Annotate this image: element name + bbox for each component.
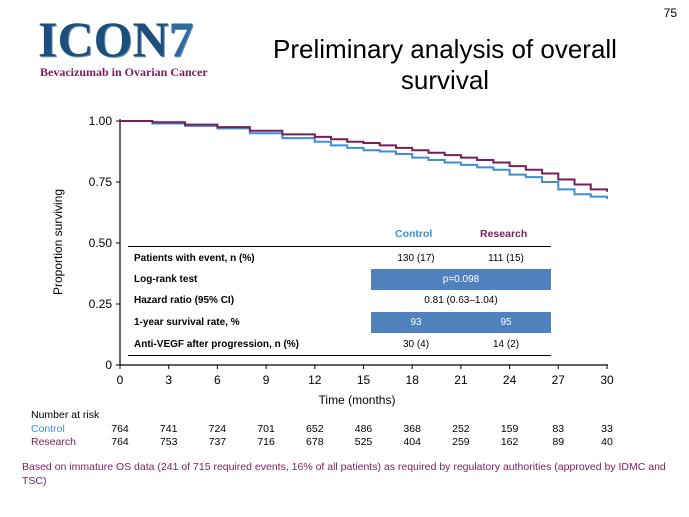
risk-research-value: 525 bbox=[354, 436, 373, 448]
logo-subtitle: Bevacizumab in Ovarian Cancer bbox=[40, 65, 208, 79]
x-tick-label: 6 bbox=[214, 373, 221, 387]
survival-curve-control bbox=[120, 120, 608, 200]
x-tick-label: 15 bbox=[357, 373, 371, 387]
summary-row-survival: 1-year survival rate, % 93 95 bbox=[128, 312, 551, 333]
footnote: Based on immature OS data (241 of 715 re… bbox=[22, 461, 666, 487]
summary-row-label: Hazard ratio (95% CI) bbox=[134, 295, 235, 306]
y-tick-label: 0.50 bbox=[89, 236, 113, 250]
logo-word-seven: 7 bbox=[168, 11, 194, 67]
risk-control-value: 252 bbox=[452, 423, 470, 435]
risk-control-value: 724 bbox=[208, 423, 227, 435]
page-number: 75 bbox=[663, 6, 677, 20]
x-tick-label: 27 bbox=[552, 373, 566, 387]
risk-control-value: 764 bbox=[111, 423, 129, 435]
risk-control-value: 741 bbox=[159, 423, 178, 435]
summary-row-events: Patients with event, n (%) 130 (17) 111 … bbox=[128, 248, 551, 269]
summary-band bbox=[371, 269, 551, 290]
icon7-logo: ICON7 Bevacizumab in Ovarian Cancer bbox=[38, 14, 218, 80]
y-tick-labels: 0 0.25 0.50 0.75 1.00 bbox=[89, 114, 113, 372]
summary-cell-research: 111 (15) bbox=[488, 253, 524, 264]
x-axis-label: Time (months) bbox=[319, 393, 396, 407]
risk-research-value: 259 bbox=[452, 436, 470, 448]
x-tick-label: 30 bbox=[600, 373, 614, 387]
slide-title: Preliminary analysis of overall survival bbox=[240, 34, 650, 96]
risk-row-label: Control bbox=[31, 423, 65, 435]
x-tick-label: 21 bbox=[454, 373, 468, 387]
risk-research-value: 764 bbox=[111, 436, 129, 448]
y-tick-label: 0 bbox=[105, 358, 112, 372]
chart-axes bbox=[116, 119, 608, 369]
risk-control-value: 486 bbox=[354, 423, 373, 435]
risk-research-value: 678 bbox=[306, 436, 324, 448]
y-axis-label: Proportion surviving bbox=[51, 189, 65, 295]
summary-row-hazard: Hazard ratio (95% CI) 0.81 (0.63–1.04) bbox=[128, 290, 551, 311]
summary-row-antivegf: Anti-VEGF after progression, n (%) 30 (4… bbox=[128, 334, 551, 355]
risk-research-value: 753 bbox=[159, 436, 178, 448]
y-tick-label: 1.00 bbox=[89, 114, 113, 128]
risk-control-value: 33 bbox=[601, 423, 613, 435]
risk-control-value: 368 bbox=[403, 423, 421, 435]
y-tick-label: 0.25 bbox=[89, 297, 113, 311]
summary-cell-research: 14 (2) bbox=[492, 339, 520, 350]
slide-title-line1: Preliminary analysis of overall bbox=[273, 34, 617, 64]
risk-control-value: 701 bbox=[257, 423, 275, 435]
summary-top-rule bbox=[128, 246, 551, 247]
summary-cell-control: 93 bbox=[410, 317, 422, 328]
summary-row-logrank: Log-rank test p=0.098 bbox=[128, 269, 551, 290]
summary-band bbox=[371, 312, 551, 333]
x-tick-label: 0 bbox=[117, 373, 124, 387]
risk-control-value: 652 bbox=[306, 423, 324, 435]
y-tick-label: 0.75 bbox=[89, 175, 113, 189]
risk-control-value: 83 bbox=[552, 423, 565, 435]
survival-curves bbox=[120, 120, 608, 200]
summary-col-research: Research bbox=[480, 228, 528, 240]
risk-research-value: 89 bbox=[552, 436, 565, 448]
x-tick-labels: 0 3 6 9 12 15 18 21 24 27 30 bbox=[117, 373, 614, 387]
survival-curve-research bbox=[120, 120, 608, 192]
x-tick-label: 9 bbox=[263, 373, 270, 387]
summary-row-label: Patients with event, n (%) bbox=[134, 253, 255, 264]
summary-cell-value: p=0.098 bbox=[442, 274, 480, 285]
x-tick-label: 12 bbox=[308, 373, 322, 387]
x-tick-label: 3 bbox=[165, 373, 172, 387]
risk-research-value: 716 bbox=[257, 436, 275, 448]
risk-control-value: 159 bbox=[500, 423, 519, 435]
risk-table-title: Number at risk bbox=[31, 409, 100, 421]
summary-cell-control: 130 (17) bbox=[397, 253, 435, 264]
risk-research-value: 737 bbox=[208, 436, 227, 448]
risk-row-label: Research bbox=[31, 436, 76, 448]
summary-cell-research: 95 bbox=[500, 317, 512, 328]
summary-bottom-rule bbox=[128, 355, 551, 356]
summary-row-label: Anti-VEGF after progression, n (%) bbox=[134, 339, 300, 350]
logo-wordmark: ICON7 bbox=[38, 14, 218, 64]
summary-cell-control: 30 (4) bbox=[402, 339, 430, 350]
x-tick-label: 24 bbox=[503, 373, 517, 387]
risk-research-value: 162 bbox=[500, 436, 519, 448]
summary-row-label: Log-rank test bbox=[134, 274, 198, 285]
x-tick-label: 18 bbox=[406, 373, 420, 387]
summary-row-label: 1-year survival rate, % bbox=[134, 317, 240, 328]
summary-cell-value: 0.81 (0.63–1.04) bbox=[424, 295, 498, 306]
risk-research-value: 40 bbox=[601, 436, 613, 448]
slide-title-line2: survival bbox=[400, 65, 490, 95]
risk-research-value: 404 bbox=[403, 436, 421, 448]
summary-col-control: Control bbox=[395, 228, 433, 240]
logo-word-main: ICON bbox=[38, 11, 169, 67]
km-chart: 0 3 6 9 12 15 18 21 24 27 30 0 0.25 0.50 0.75 1.00 Tim… bbox=[51, 114, 614, 407]
